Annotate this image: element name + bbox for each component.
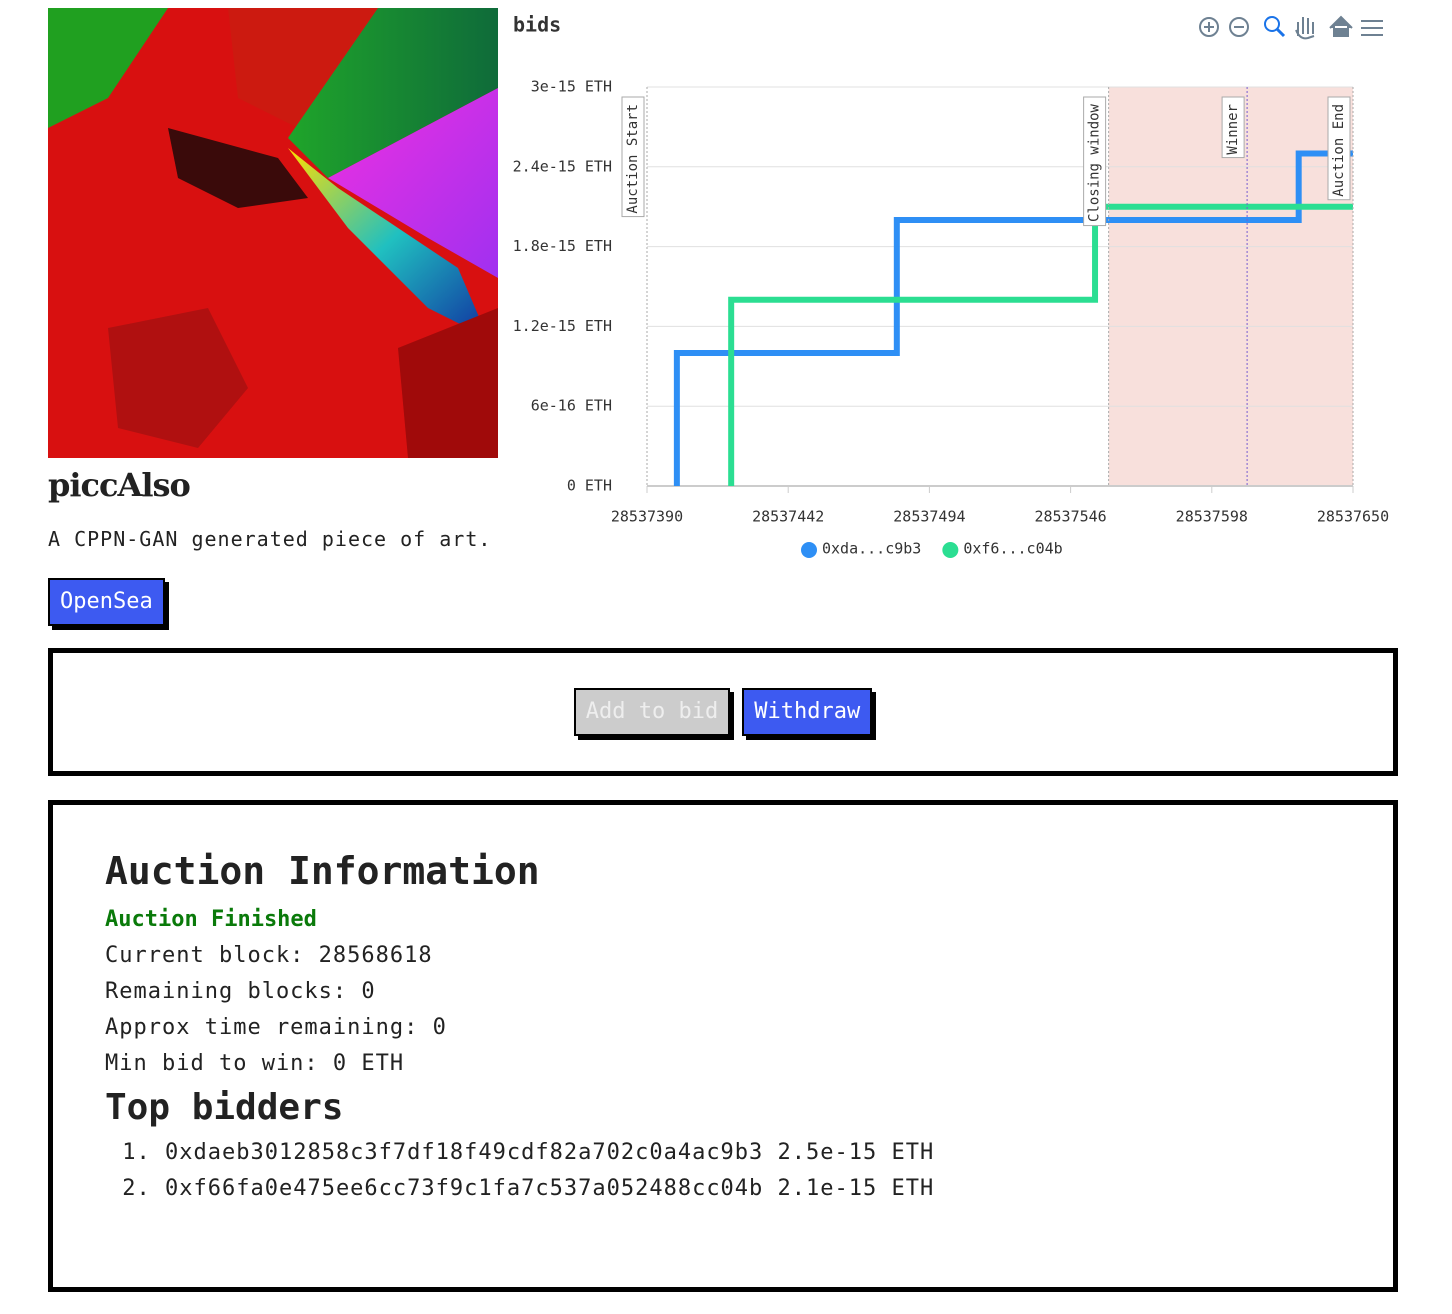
title: piccAlso xyxy=(48,466,191,504)
info-lines: Current block: 28568618 Remaining blocks:… xyxy=(105,943,934,1087)
legend-marker xyxy=(942,542,959,558)
info-line: Min bid to win: 0 ETH xyxy=(105,1051,405,1076)
y-tick-label: 1.8e-15 ETH xyxy=(513,237,612,255)
legend-marker xyxy=(801,542,817,558)
bidder: 0xdaeb3012858c3f7df18f49cdf82a702c0a4ac9… xyxy=(165,1140,934,1176)
description: A CPPN-GAN generated piece of art. xyxy=(48,527,492,551)
annotation-box xyxy=(1221,96,1245,159)
x-tick-label: 28537390 xyxy=(611,508,683,526)
chart-title: bids xyxy=(513,13,561,37)
auction-info: Auction Information Auction Finished Cur… xyxy=(105,849,934,1212)
add-to-bid-button[interactable]: Add to bid xyxy=(573,688,731,736)
artwork xyxy=(48,8,498,458)
x-tick-label: 28537650 xyxy=(1317,508,1389,526)
x-tick-label: 28537494 xyxy=(893,508,965,526)
y-tick-label: 2.4e-15 ETH xyxy=(513,157,612,175)
bidder-amount: 2.1e-15 ETH xyxy=(777,1176,935,1201)
series-line xyxy=(728,203,1353,486)
annotation: Closing window xyxy=(1083,96,1107,227)
info-line: Current block: 28568618 xyxy=(105,943,433,968)
series-line xyxy=(673,150,1353,486)
x-tick-label: 28537598 xyxy=(1176,508,1248,526)
section-title: Top bidders xyxy=(105,1087,344,1128)
annotation-label: Closing window xyxy=(1087,103,1103,222)
bidder-amount: 2.5e-15 ETH xyxy=(777,1140,935,1165)
annotation-label: Auction Start xyxy=(625,104,641,214)
toolbar[interactable] xyxy=(1199,15,1383,40)
annotation-label: Winner xyxy=(1225,104,1241,155)
info-line: Remaining blocks: 0 xyxy=(105,979,376,1004)
bidder-list: 0xdaeb3012858c3f7df18f49cdf82a702c0a4ac9… xyxy=(105,1140,934,1212)
info-line: Approx time remaining: 0 xyxy=(105,1015,447,1040)
annotation: Auction End xyxy=(1327,96,1351,201)
annotation-box xyxy=(1327,96,1351,201)
annotation-box xyxy=(621,96,645,218)
bidder: 0xf66fa0e475ee6cc73f9c1fa7c537a052488cc0… xyxy=(165,1176,934,1212)
y-tick-label: 0 ETH xyxy=(567,477,612,495)
annotation: Winner xyxy=(1221,96,1245,159)
annotation-label: Auction End xyxy=(1331,104,1347,197)
legend-label: 0xf6...c04b xyxy=(963,540,1062,558)
auction-panel: Auction Information Auction Finished Cur… xyxy=(48,800,1398,1292)
bidder-address: 0xdaeb3012858c3f7df18f49cdf82a702c0a4ac9… xyxy=(165,1140,764,1165)
bid-panel: Add to bid Withdraw xyxy=(48,648,1398,776)
bidder-address: 0xf66fa0e475ee6cc73f9c1fa7c537a052488cc0… xyxy=(165,1176,764,1201)
annotation: Auction Start xyxy=(621,96,645,218)
annotation-box xyxy=(1083,96,1107,227)
legend-label: 0xda...c9b3 xyxy=(822,540,921,558)
x-tick-label: 28537442 xyxy=(752,508,824,526)
status: Auction Finished xyxy=(105,907,317,932)
y-tick-label: 3e-15 ETH xyxy=(531,78,612,96)
opensea-button[interactable]: OpenSea xyxy=(48,578,165,626)
withdraw-button[interactable]: Withdraw xyxy=(742,688,873,736)
x-tick-label: 28537546 xyxy=(1034,508,1106,526)
y-tick-label: 1.2e-15 ETH xyxy=(513,317,612,335)
chart: bids 0 ETH 6e-16 ETH 1.2e-15 ETH 1.8e-15 ET… xyxy=(513,13,1389,558)
section-title: Auction Information xyxy=(105,849,540,893)
y-tick-label: 6e-16 ETH xyxy=(531,397,612,415)
